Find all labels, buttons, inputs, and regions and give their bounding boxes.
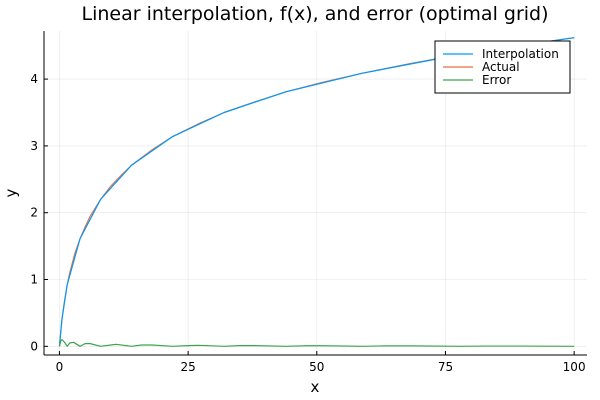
axes: 0 25 50 75 100 0 1 2 3 4 — [30, 31, 587, 374]
x-tick-label: 50 — [309, 360, 324, 374]
y-tick-label: 1 — [30, 273, 38, 287]
y-tick-label: 2 — [30, 206, 38, 220]
series-line-interpolation — [58, 37, 575, 347]
x-tick-label: 75 — [438, 360, 453, 374]
series-lines — [58, 37, 575, 347]
legend-label-actual: Actual — [482, 60, 520, 74]
chart-title: Linear interpolation, f(x), and error (o… — [81, 3, 548, 25]
legend-label-interpolation: Interpolation — [482, 47, 559, 61]
x-tick-label: 100 — [563, 360, 586, 374]
y-tick-label: 3 — [30, 139, 38, 153]
legend-label-error: Error — [482, 73, 511, 87]
series-line-error — [58, 339, 575, 347]
y-tick-label: 4 — [30, 72, 38, 86]
y-axis-label: y — [2, 188, 20, 197]
x-axis-label: x — [311, 378, 320, 396]
x-tick-label: 25 — [180, 360, 195, 374]
x-tick-label: 0 — [56, 360, 64, 374]
y-tick-label: 0 — [30, 339, 38, 353]
